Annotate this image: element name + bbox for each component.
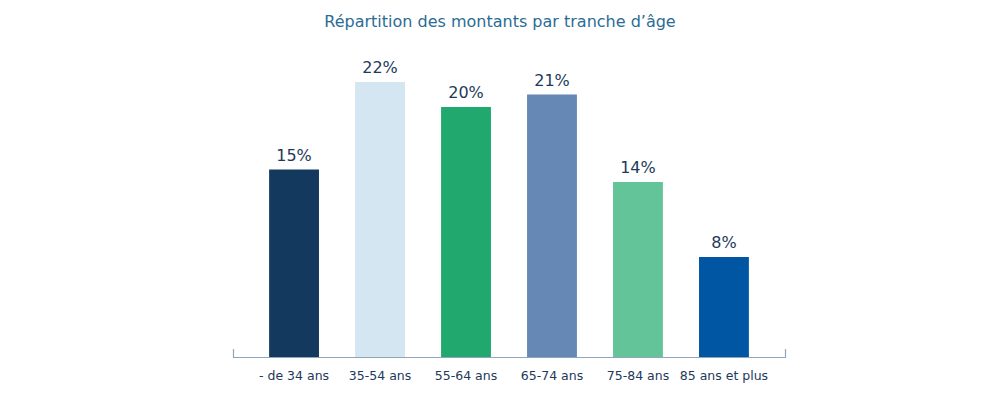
bars: [269, 82, 749, 357]
x-axis: - de 34 ans 35-54 ans 55-64 ans 65-74 ans 75…: [234, 349, 786, 383]
data-labels: 15% 22% 20% 21% 14% 8%: [276, 58, 736, 252]
data-label: 22%: [362, 58, 398, 77]
x-tick-label: - de 34 ans: [259, 368, 329, 383]
bar: [699, 257, 749, 357]
bar: [269, 170, 319, 358]
x-tick: 75-84 ans: [607, 368, 669, 383]
data-label: 8%: [711, 233, 736, 252]
x-tick-label: 35-54 ans: [349, 368, 411, 383]
bar: [527, 95, 577, 358]
x-tick-label: 75-84 ans: [607, 368, 669, 383]
x-axis-line: [234, 349, 786, 358]
data-label: 20%: [448, 83, 484, 102]
x-tick: 55-64 ans: [435, 368, 497, 383]
data-label: 21%: [534, 71, 570, 90]
x-tick-label: 85 ans et plus: [680, 368, 768, 383]
x-tick: 35-54 ans: [349, 368, 411, 383]
title: Répartition des montants par tranche d’â…: [324, 12, 675, 31]
data-label: 15%: [276, 146, 312, 165]
x-tick-label: 65-74 ans: [521, 368, 583, 383]
chart: Répartition des montants par tranche d’â…: [0, 0, 1000, 400]
x-tick: 85 ans et plus: [680, 368, 768, 383]
bar: [613, 182, 663, 357]
bar: [441, 107, 491, 357]
x-tick-label: 55-64 ans: [435, 368, 497, 383]
data-label: 14%: [620, 158, 656, 177]
x-tick: - de 34 ans: [259, 368, 329, 383]
bar: [355, 82, 405, 357]
x-tick: 65-74 ans: [521, 368, 583, 383]
